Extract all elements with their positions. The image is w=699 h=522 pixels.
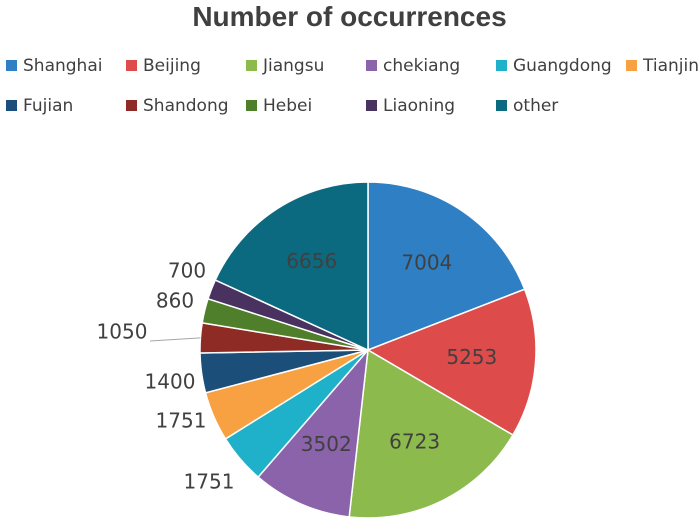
legend-label-guangdong: Guangdong	[513, 56, 612, 76]
legend-swatch-beijing	[126, 60, 137, 71]
legend-swatch-jiangsu	[246, 60, 257, 71]
legend-swatch-tianjin	[626, 60, 637, 71]
legend-swatch-guangdong	[496, 60, 507, 71]
legend-label-shandong: Shandong	[143, 96, 229, 116]
legend-swatch-shanghai	[6, 60, 17, 71]
legend-label-other: other	[513, 96, 558, 116]
data-label-fujian: 1400	[145, 370, 196, 394]
pie-slice-chekiang	[257, 347, 370, 518]
data-label-hebei: 860	[156, 289, 194, 313]
chart-title: Number of occurrences	[192, 1, 507, 32]
legend-label-chekiang: chekiang	[383, 56, 460, 76]
data-label-jiangsu: 6723	[389, 430, 440, 454]
legend-swatch-fujian	[6, 100, 17, 111]
data-label-guangdong: 1751	[184, 470, 235, 494]
pie-slice-shanghai	[367, 181, 526, 352]
data-label-tianjin: 1751	[156, 409, 207, 433]
legend-item-other: other	[496, 96, 558, 116]
pie-slice-beijing	[366, 288, 537, 437]
data-label-beijing: 5253	[446, 345, 497, 369]
pie-slice-other	[214, 181, 369, 352]
legend-swatch-liaoning	[366, 100, 377, 111]
pie-slice-jiangsu	[348, 348, 514, 519]
legend-swatch-chekiang	[366, 60, 377, 71]
legend-item-chekiang: chekiang	[366, 56, 460, 76]
data-label-shandong: 1050	[97, 320, 148, 344]
legend-swatch-other	[496, 100, 507, 111]
data-label-chekiang: 3502	[301, 432, 352, 456]
legend-item-shandong: Shandong	[126, 96, 229, 116]
legend-label-liaoning: Liaoning	[383, 96, 455, 116]
data-label-liaoning: 700	[168, 259, 206, 283]
legend-swatch-shandong	[126, 100, 137, 111]
legend-label-fujian: Fujian	[23, 96, 73, 116]
legend-item-jiangsu: Jiangsu	[246, 56, 324, 76]
legend-item-beijing: Beijing	[126, 56, 201, 76]
data-label-other: 6656	[286, 249, 337, 273]
legend-item-fujian: Fujian	[6, 96, 73, 116]
legend-label-beijing: Beijing	[143, 56, 201, 76]
data-label-shanghai: 7004	[401, 251, 452, 275]
legend-label-hebei: Hebei	[263, 96, 312, 116]
legend-item-tianjin: Tianjin	[626, 56, 699, 76]
legend-item-liaoning: Liaoning	[366, 96, 455, 116]
legend-label-shanghai: Shanghai	[23, 56, 102, 76]
leader-line-shandong	[149, 337, 201, 342]
legend-item-shanghai: Shanghai	[6, 56, 102, 76]
legend-swatch-hebei	[246, 100, 257, 111]
legend-label-tianjin: Tianjin	[642, 56, 699, 76]
legend-item-guangdong: Guangdong	[496, 56, 612, 76]
legend-label-jiangsu: Jiangsu	[262, 56, 324, 76]
legend-item-hebei: Hebei	[246, 96, 312, 116]
